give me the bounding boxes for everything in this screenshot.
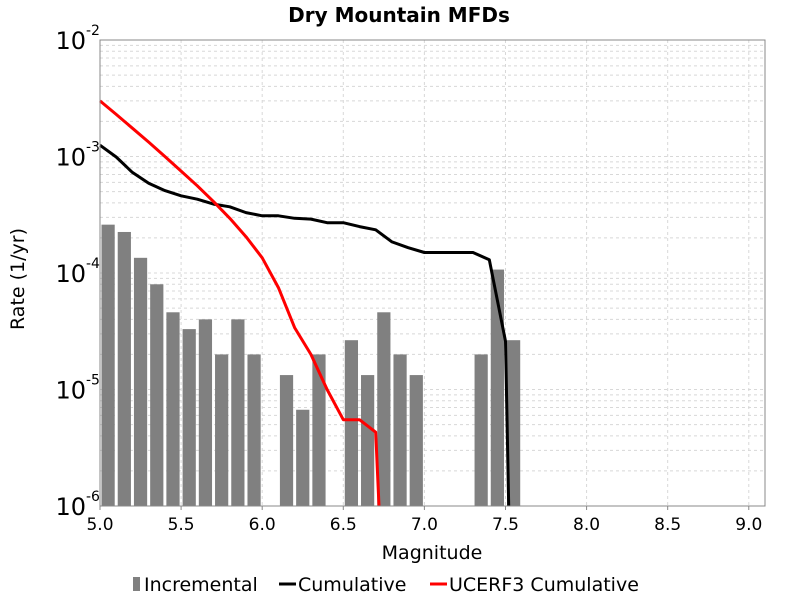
y-tick-label: 10 -5 (55, 373, 100, 405)
legend-label-cumulative: Cumulative (298, 574, 406, 596)
y-tick-base: 10 (55, 493, 86, 521)
incremental-bar (506, 340, 521, 506)
x-axis-label: Magnitude (382, 542, 483, 564)
incremental-bar (312, 354, 326, 506)
incremental-bar (101, 224, 115, 506)
incremental-bar (198, 319, 213, 506)
incremental-bar (279, 375, 294, 506)
incremental-bar (133, 257, 148, 506)
incremental-bar (247, 354, 261, 506)
x-tick-label: 9.0 (735, 515, 762, 535)
x-tick-label: 5.5 (168, 515, 195, 535)
chart-title: Dry Mountain MFDs (288, 3, 510, 27)
y-tick-base: 10 (55, 260, 86, 288)
x-tick-label: 6.0 (249, 515, 276, 535)
x-tick-label: 6.5 (330, 515, 357, 535)
y-tick-exponent: -5 (86, 373, 100, 389)
x-tick-label: 7.5 (492, 515, 519, 535)
legend: Incremental Cumulative UCERF3 Cumulative (133, 574, 639, 596)
x-tick-label: 5.0 (86, 515, 113, 535)
y-axis-label: Rate (1/yr) (7, 228, 29, 330)
plot-frame (99, 39, 766, 507)
legend-label-ucerf3-cumulative: UCERF3 Cumulative (449, 574, 639, 596)
y-tick-exponent: -3 (86, 140, 100, 156)
incremental-bar (393, 354, 407, 506)
incremental-bar (296, 409, 310, 506)
incremental-bar (474, 354, 488, 506)
y-tick-exponent: -2 (86, 23, 100, 39)
y-tick-label: 10 -4 (55, 256, 100, 288)
incremental-bar (344, 340, 359, 506)
x-tick-label: 8.5 (654, 515, 681, 535)
y-tick-exponent: -6 (86, 489, 100, 505)
legend-label-incremental: Incremental (144, 574, 258, 596)
incremental-bar (361, 375, 375, 506)
x-tick-label: 7.0 (411, 515, 438, 535)
y-tick-base: 10 (55, 27, 86, 55)
y-tick-label: 10 -2 (55, 23, 100, 55)
y-tick-label: 10 -3 (55, 140, 100, 172)
incremental-bar (409, 375, 423, 506)
incremental-bar (117, 231, 131, 506)
incremental-bar (231, 319, 245, 506)
incremental-bar (215, 354, 229, 506)
incremental-bar (182, 329, 196, 506)
ucerf3-cumulative-line (99, 99, 381, 507)
y-tick-base: 10 (55, 144, 86, 172)
y-tick-base: 10 (55, 377, 86, 405)
plot-area: 5.0 5.5 6.0 6.5 7.0 7.5 8.0 8.5 9.010 -210 -310 -41… (55, 23, 766, 535)
y-tick-label: 10 -6 (55, 489, 100, 521)
y-tick-exponent: -4 (86, 256, 100, 272)
incremental-bar (490, 269, 504, 506)
legend-swatch-incremental (133, 577, 140, 591)
incremental-bar (150, 284, 164, 506)
incremental-bar (166, 312, 180, 506)
cumulative-line (99, 143, 511, 507)
x-tick-label: 8.0 (573, 515, 600, 535)
incremental-bar (377, 312, 391, 506)
